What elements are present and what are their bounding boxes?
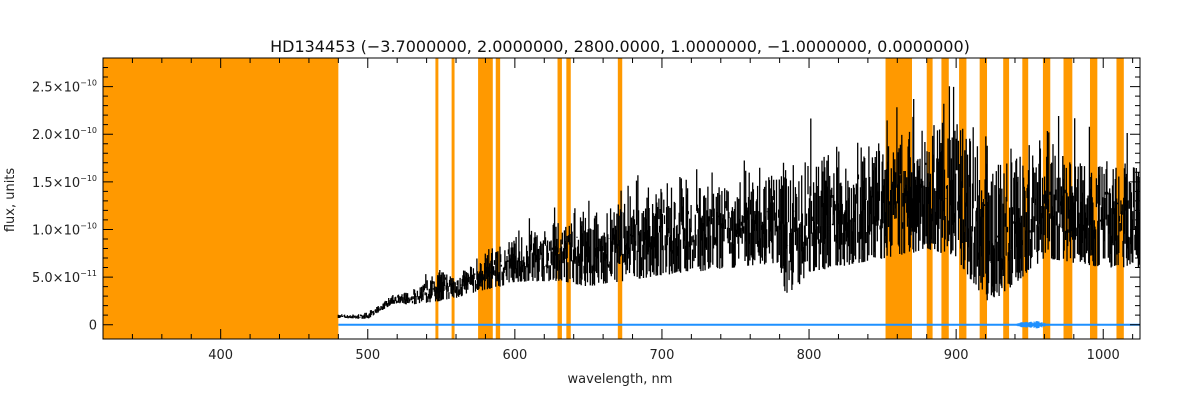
x-tick-label-900: 900 <box>944 348 969 363</box>
flux-spectrum <box>337 86 1141 319</box>
x-axis-title: wavelength, nm <box>568 372 673 387</box>
mask-band-6 <box>566 58 571 339</box>
mask-band-3 <box>478 58 493 339</box>
mask-band-0 <box>103 58 339 339</box>
mask-band-1 <box>435 58 439 339</box>
mask-band-2 <box>451 58 455 339</box>
x-tick-label-800: 800 <box>797 348 822 363</box>
y-tick-label-5: 2.5×10−10 <box>32 79 97 96</box>
y-tick-label-4: 2.0×10−10 <box>32 126 97 143</box>
y-tick-label-2: 1.0×10−10 <box>32 221 97 238</box>
x-tick-label-1000: 1000 <box>1087 348 1120 363</box>
mask-band-11 <box>959 58 967 339</box>
x-tick-labels: 400 500 600 700 800 900 1000 <box>208 348 1120 363</box>
mask-band-12 <box>979 58 988 339</box>
x-tick-label-700: 700 <box>650 348 675 363</box>
axes <box>102 57 1141 340</box>
y-tick-label-0: 0 <box>89 319 97 334</box>
error-line <box>338 321 1140 329</box>
chart-title: HD134453 (−3.7000000, 2.0000000, 2800.00… <box>270 37 970 56</box>
y-tick-labels: 0 5.0×10−11 1.0×10−10 1.5×10−10 2.0×10−10 2.5… <box>32 79 97 334</box>
flux-trace <box>337 86 1141 319</box>
error-noise <box>1012 321 1052 329</box>
x-tick-label-600: 600 <box>502 348 527 363</box>
y-tick-label-1: 5.0×10−11 <box>32 269 97 286</box>
mask-band-5 <box>557 58 562 339</box>
mask-band-7 <box>617 58 623 339</box>
x-tick-label-500: 500 <box>355 348 380 363</box>
mask-band-17 <box>1089 58 1098 339</box>
y-tick-label-3: 1.5×10−10 <box>32 174 97 191</box>
plot-frame <box>102 57 1141 340</box>
mask-band-18 <box>1116 58 1124 339</box>
mask-band-4 <box>495 58 501 339</box>
tick-marks <box>102 57 1140 339</box>
tick-path <box>102 57 1140 339</box>
x-tick-label-400: 400 <box>208 348 233 363</box>
y-axis-title: flux, units <box>3 168 18 233</box>
